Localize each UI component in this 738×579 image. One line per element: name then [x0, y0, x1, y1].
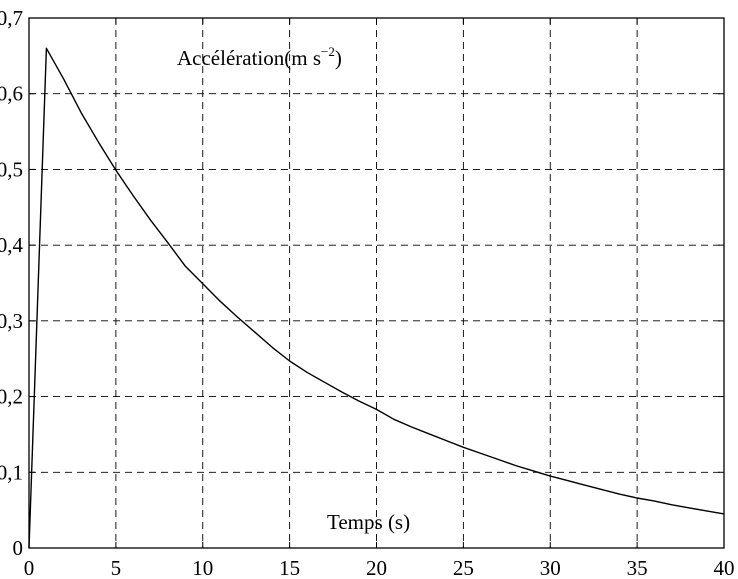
x-tick-label: 5: [111, 556, 122, 579]
y-tick-label: 0,3: [0, 309, 23, 333]
x-tick-label: 40: [714, 556, 735, 579]
acceleration-annotation-exponent: −2: [321, 44, 335, 59]
x-tick-label: 30: [540, 556, 561, 579]
y-tick-label: 0: [13, 536, 24, 560]
y-tick-label: 0,2: [0, 385, 23, 409]
y-tick-label: 0,7: [0, 6, 23, 30]
grid-lines: [29, 18, 724, 548]
acceleration-annotation: Accélération(m s−2): [177, 44, 342, 70]
acceleration-annotation-main: Accélération(m s: [177, 46, 321, 70]
x-tick-label: 10: [192, 556, 213, 579]
x-tick-label: 35: [627, 556, 648, 579]
x-tick-label: 0: [24, 556, 35, 579]
x-tick-label: 20: [366, 556, 387, 579]
acceleration-curve: [28, 47, 725, 549]
y-tick-label: 0,1: [0, 460, 23, 484]
y-tick-label: 0,6: [0, 82, 23, 106]
x-tick-label: 15: [279, 556, 300, 579]
plot-lines: [28, 47, 725, 549]
axis-ticks: [28, 17, 725, 549]
y-tick-label: 0,4: [0, 233, 24, 257]
x-tick-label: 25: [453, 556, 474, 579]
time-annotation: Temps (s): [327, 510, 410, 534]
y-tick-label: 0,5: [0, 157, 23, 181]
tick-labels: 0 5 10 15 20 25 30 35 40 0 0,1 0,2 0,3 0,4 0,5 0,6 0,7: [0, 6, 735, 579]
acceleration-annotation-close: ): [335, 46, 342, 70]
